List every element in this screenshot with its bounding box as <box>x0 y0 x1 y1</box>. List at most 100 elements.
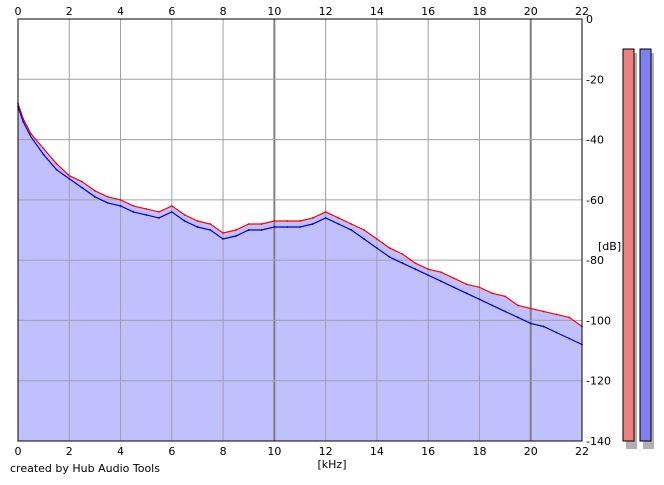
series-right-point <box>260 229 263 231</box>
x-tick-label-top: 4 <box>117 5 124 18</box>
x-tick-label-bottom: 18 <box>472 445 486 458</box>
series-right-point <box>222 238 224 240</box>
series-left-point <box>491 292 494 295</box>
series-right-point <box>555 331 558 334</box>
x-tick-label-bottom: 6 <box>168 445 175 458</box>
series-left-point <box>568 316 571 319</box>
series-right-point <box>427 274 430 277</box>
series-left-point <box>376 238 378 240</box>
y-tick-label: -80 <box>586 254 604 267</box>
y-axis-label: [dB] <box>598 240 621 253</box>
series-left-point <box>337 217 340 219</box>
x-tick-label-top: 8 <box>220 5 227 18</box>
series-left-point <box>209 223 212 225</box>
series-left-point <box>555 313 558 316</box>
series-right-point <box>81 186 83 189</box>
y-tick-label: -20 <box>586 73 604 86</box>
series-right-point <box>145 214 148 216</box>
series-left-point <box>388 247 391 249</box>
series-right-point <box>311 223 314 225</box>
series-left-point <box>311 217 314 219</box>
series-left-point <box>68 174 71 177</box>
series-right-point <box>452 286 455 289</box>
series-left-point <box>299 220 301 222</box>
x-tick-label-bottom: 10 <box>267 445 281 458</box>
series-right-point <box>568 337 571 340</box>
series-right-point <box>94 195 96 198</box>
series-right-point <box>376 247 378 249</box>
credit-text: created by Hub Audio Tools <box>10 462 160 475</box>
x-tick-label-top: 6 <box>168 5 175 18</box>
series-left-point <box>350 223 353 225</box>
y-tick-label: -120 <box>586 375 611 388</box>
level-meter-left <box>622 48 635 442</box>
series-left-point <box>273 220 276 222</box>
series-left-point <box>517 304 519 307</box>
x-tick-label-bottom: 0 <box>15 445 22 458</box>
series-right-point <box>183 220 186 222</box>
series-left-point <box>363 229 365 231</box>
series-left-point <box>452 277 455 280</box>
y-tick-label: 0 <box>586 13 593 26</box>
series-right-point <box>247 229 250 231</box>
spectrum-fill <box>18 103 582 442</box>
series-right-point <box>273 226 276 228</box>
series-left-point <box>529 307 532 310</box>
series-left-point <box>235 229 237 231</box>
series-right-point <box>491 304 494 307</box>
series-right-point <box>158 217 160 219</box>
x-tick-label-bottom: 12 <box>319 445 333 458</box>
series-left-point <box>119 198 122 201</box>
series-left-point <box>170 204 173 207</box>
series-left-point <box>440 271 442 274</box>
series-right-line <box>17 106 583 346</box>
series-left-point <box>465 283 468 286</box>
series-right-point <box>517 316 519 319</box>
series-right-point <box>414 268 417 271</box>
series-left-point <box>247 223 250 225</box>
series-left-point <box>286 220 289 222</box>
series-right-point <box>22 120 25 123</box>
x-tick-label-top: 14 <box>370 5 384 18</box>
series-left-point <box>183 214 186 216</box>
series-right-point <box>42 153 45 156</box>
series-right-point <box>119 204 122 207</box>
series-left-point <box>414 262 417 265</box>
series-left-point <box>222 232 224 234</box>
y-tick-label: -140 <box>586 435 611 448</box>
x-tick-label-bottom: 2 <box>66 445 73 458</box>
series-right-point <box>478 298 481 301</box>
series-left-point <box>427 268 430 271</box>
series-left-point <box>132 204 135 207</box>
series-left-point <box>542 310 545 313</box>
x-tick-label-bottom: 22 <box>575 445 589 458</box>
series-left-point <box>401 253 404 256</box>
series-right-point <box>106 201 109 204</box>
series-left-point <box>81 180 83 183</box>
series-right-point <box>465 292 468 295</box>
x-tick-label-top: 12 <box>319 5 333 18</box>
series-right-point <box>170 211 173 213</box>
series-right-point <box>440 280 442 283</box>
x-axis-label: [kHz] <box>318 458 347 471</box>
series-right-point <box>299 226 301 228</box>
x-tick-label-bottom: 14 <box>370 445 384 458</box>
x-tick-label-bottom: 4 <box>117 445 124 458</box>
series-left-point <box>478 286 481 289</box>
series-right-point <box>55 168 58 171</box>
series-right-point <box>209 229 212 231</box>
series-left-point <box>158 211 160 213</box>
x-tick-label-top: 10 <box>267 5 281 18</box>
series-left-point <box>42 147 45 150</box>
x-tick-label-top: 22 <box>575 5 589 18</box>
series-left-point <box>145 208 148 210</box>
series-left-line <box>17 103 583 327</box>
series-right-point <box>286 226 289 228</box>
series-right-point <box>68 177 71 180</box>
y-tick-label: -60 <box>586 194 604 207</box>
x-tick-label-top: 20 <box>524 5 538 18</box>
series-right-point <box>401 262 404 265</box>
x-tick-label-top: 16 <box>421 5 435 18</box>
